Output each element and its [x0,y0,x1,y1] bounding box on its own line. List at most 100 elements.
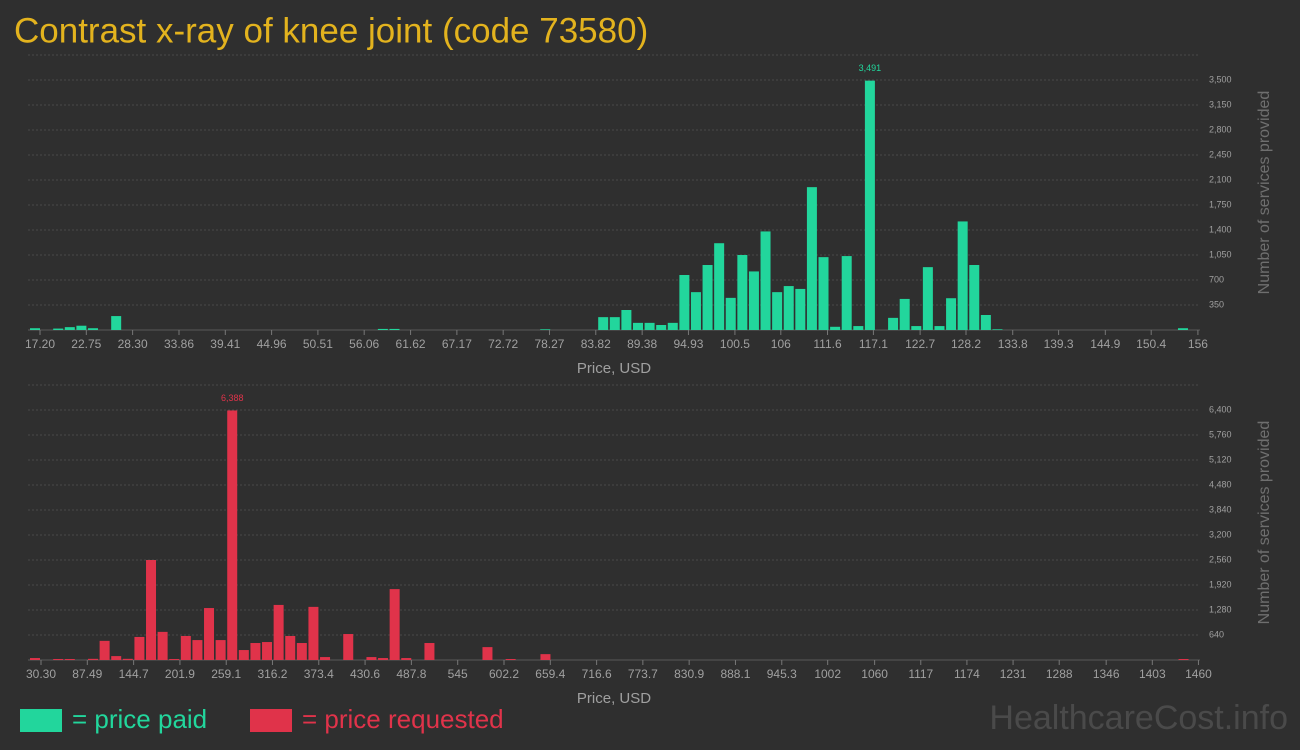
bar [53,659,64,660]
bar [946,298,957,330]
bar [482,647,493,660]
bar [957,221,968,330]
bar [111,656,122,660]
bar [818,257,829,330]
bar [899,298,910,330]
x-tick-label: 133.8 [998,337,1028,351]
x-tick-label: 1002 [814,667,841,681]
x-tick-label: 17.20 [25,337,55,351]
x-tick-label: 316.2 [257,667,287,681]
bar [679,275,690,330]
bar [714,243,725,330]
x-tick-label: 773.7 [628,667,658,681]
y-axis-label: Number of services provided [1256,91,1273,295]
y-tick-label: 3,840 [1209,504,1232,514]
x-tick-label: 602.2 [489,667,519,681]
bar [250,643,261,660]
y-tick-label: 2,100 [1209,174,1232,184]
x-tick-label: 1346 [1093,667,1120,681]
y-axis-label: Number of services provided [1256,421,1273,625]
x-tick-label: 144.9 [1090,337,1120,351]
bar [180,635,191,660]
x-tick-label: 144.7 [119,667,149,681]
bar [864,80,875,331]
bar [656,325,667,330]
bar [748,271,759,330]
bar [169,659,180,660]
bar [122,658,133,660]
legend-swatch [20,709,62,732]
x-tick-label: 156 [1188,337,1208,351]
x-tick-label: 487.8 [396,667,426,681]
bar [296,643,307,660]
x-tick-label: 106 [771,337,791,351]
bar [888,317,899,330]
y-tick-label: 1,280 [1209,604,1232,614]
bar [227,410,238,660]
bar [64,659,75,660]
x-tick-label: 945.3 [767,667,797,681]
y-tick-label: 4,480 [1209,479,1232,489]
bar [980,315,991,330]
bar [238,650,249,660]
x-axis-label: Price, USD [577,360,651,377]
x-tick-label: 83.82 [581,337,611,351]
bar [64,327,75,330]
bar [702,265,713,330]
bar [760,231,771,330]
bar [273,604,284,660]
x-tick-label: 1060 [861,667,888,681]
bar [87,328,98,330]
bar [540,654,551,660]
x-tick-label: 78.27 [534,337,564,351]
bar [505,659,516,660]
bar [632,322,643,330]
y-tick-label: 2,450 [1209,149,1232,159]
x-tick-label: 33.86 [164,337,194,351]
x-tick-label: 30.30 [26,667,56,681]
x-tick-label: 201.9 [165,667,195,681]
y-tick-label: 640 [1209,629,1224,639]
bar [806,187,817,330]
bar [783,286,794,330]
x-tick-label: 89.38 [627,337,657,351]
x-tick-label: 888.1 [720,667,750,681]
y-tick-label: 2,560 [1209,554,1232,564]
bar [540,329,551,330]
bar [30,328,41,330]
page-title: Contrast x-ray of knee joint (code 73580… [14,11,648,50]
bar [99,640,110,660]
x-tick-label: 1288 [1046,667,1073,681]
x-tick-label: 28.30 [118,337,148,351]
bar [690,292,701,330]
y-tick-label: 350 [1209,299,1224,309]
x-tick-label: 1403 [1139,667,1166,681]
bar [598,317,609,330]
x-tick-label: 830.9 [674,667,704,681]
x-tick-label: 1174 [954,667,980,681]
x-tick-label: 72.72 [488,337,518,351]
y-tick-label: 6,400 [1209,404,1232,414]
x-tick-label: 659.4 [535,667,565,681]
x-tick-label: 259.1 [211,667,241,681]
x-tick-label: 1231 [1000,667,1027,681]
x-axis-label: Price, USD [577,690,651,707]
bar [377,328,388,330]
bar [1178,659,1189,660]
x-tick-label: 67.17 [442,337,472,351]
watermark: HealthcareCost.info [989,699,1288,737]
x-tick-label: 117.1 [859,337,888,351]
x-tick-label: 111.6 [813,337,842,351]
y-tick-label: 3,150 [1209,99,1232,109]
bar [366,657,377,660]
bar [389,328,400,330]
bar [992,329,1003,330]
x-tick-label: 87.49 [72,667,102,681]
bar [285,635,296,660]
bar [424,643,435,660]
bar [911,326,922,330]
x-tick-label: 22.75 [71,337,101,351]
bar [146,560,157,660]
